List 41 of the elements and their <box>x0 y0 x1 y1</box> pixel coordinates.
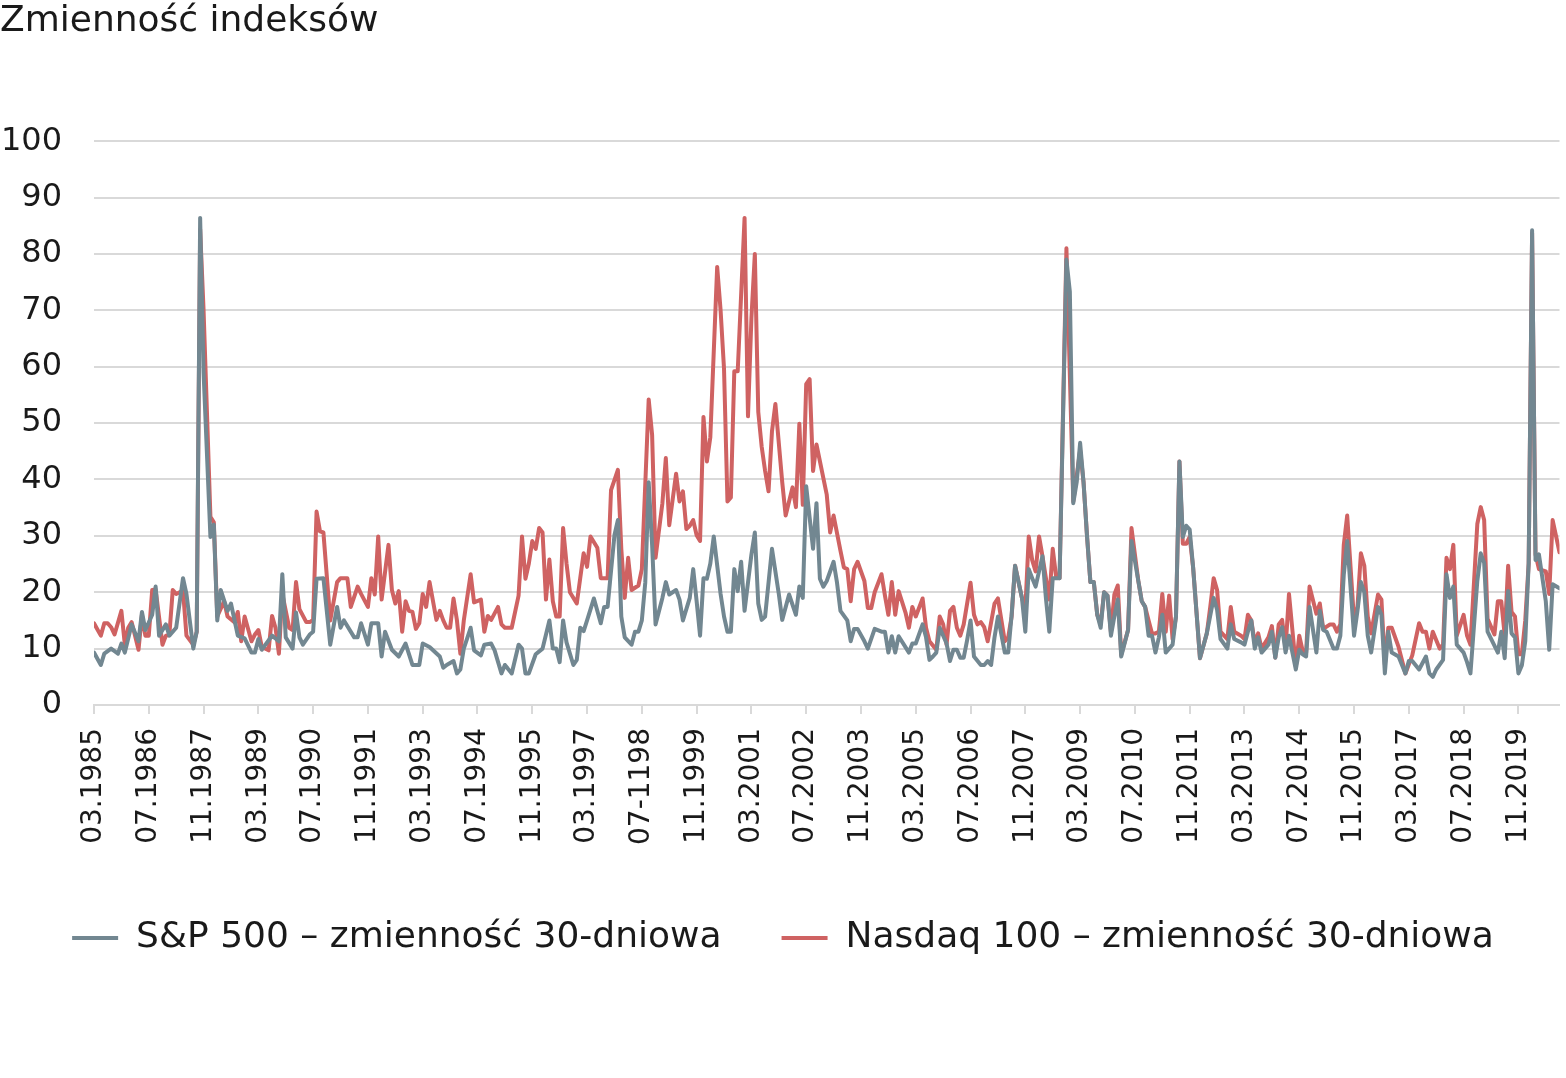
x-tick-label: 03.2013 <box>1225 728 1259 844</box>
y-tick-label: 70 <box>21 288 62 327</box>
x-tick-label: 07.2002 <box>787 728 821 844</box>
x-tick-label: 11.1987 <box>184 728 218 844</box>
x-tick-label: 03.1989 <box>239 728 273 844</box>
y-tick-label: 100 <box>0 119 62 158</box>
x-tick-label: 07.2018 <box>1444 728 1478 844</box>
x-tick-label: 11.2003 <box>842 728 876 844</box>
y-tick-label: 80 <box>21 232 62 271</box>
x-tick-label: 03.1993 <box>403 728 437 844</box>
x-tick-label: 03.2017 <box>1390 728 1424 844</box>
x-tick-label: 07.2014 <box>1280 728 1314 844</box>
x-tick-label: 07.2006 <box>951 728 985 844</box>
x-tick-label: 03.2009 <box>1061 728 1095 844</box>
x-tick-label: 03.1997 <box>568 728 602 844</box>
x-tick-label: 07.1994 <box>458 728 492 844</box>
x-tick-label: 11.1999 <box>677 728 711 844</box>
legend-label: S&P 500 – zmienność 30-dniowa <box>136 914 722 956</box>
x-tick-label: 11.2007 <box>1006 728 1040 844</box>
x-tick-label: 11.2011 <box>1170 728 1204 844</box>
x-tick-label: 03.2005 <box>897 728 931 844</box>
legend-label: Nasdaq 100 – zmienność 30-dniowa <box>845 914 1494 956</box>
y-tick-label: 90 <box>21 175 62 214</box>
x-tick-label: 07.1990 <box>294 728 328 844</box>
y-tick-label: 50 <box>21 401 62 440</box>
x-tick-label: 11.1991 <box>349 728 383 844</box>
y-tick-label: 30 <box>21 514 62 553</box>
y-tick-label: 0 <box>41 683 62 722</box>
x-tick-label: 11.1995 <box>513 728 547 844</box>
x-tick-label: 07.2010 <box>1116 728 1150 844</box>
x-tick-label: 11.2019 <box>1499 728 1533 844</box>
y-tick-label: 10 <box>21 626 62 665</box>
y-tick-label: 40 <box>21 457 62 496</box>
x-tick-label: 03.1985 <box>75 728 109 844</box>
y-tick-label: 60 <box>21 345 62 384</box>
x-tick-label: 07-1198 <box>623 728 657 845</box>
x-tick-label: 03.2001 <box>732 728 766 844</box>
chart-title: Zmienność indeksów <box>0 0 379 39</box>
y-tick-label: 20 <box>21 570 62 609</box>
x-tick-label: 07.1986 <box>130 728 164 844</box>
x-tick-label: 11.2015 <box>1335 728 1369 844</box>
